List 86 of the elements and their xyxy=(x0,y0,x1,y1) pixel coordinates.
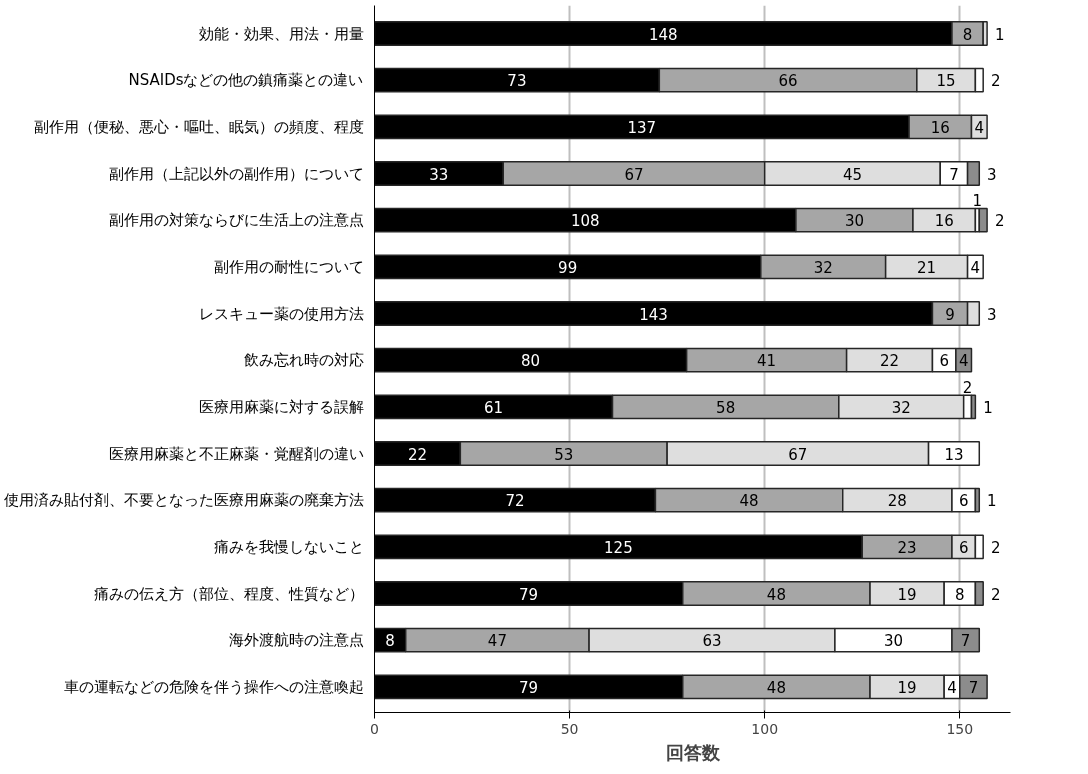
y-tick-label: 副作用（上記以外の副作用）について xyxy=(108,164,364,183)
data-label: 2 xyxy=(990,538,1001,557)
data-label: 9 xyxy=(945,305,955,324)
data-label: 79 xyxy=(519,585,539,604)
y-tick-label: 飲み忘れ時の対応 xyxy=(243,351,364,370)
data-label: 16 xyxy=(930,118,950,137)
y-tick-label: 車の運転などの危険を伴う操作への注意喚起 xyxy=(63,677,364,696)
data-label: 30 xyxy=(844,212,864,231)
data-label: 3 xyxy=(987,165,997,184)
data-label: 63 xyxy=(702,632,722,651)
y-tick-label: 痛みを我慢しないこと xyxy=(213,537,364,556)
y-tick-label: 副作用の耐性について xyxy=(213,257,364,276)
data-label: 19 xyxy=(897,585,917,604)
data-label: 21 xyxy=(917,258,937,277)
data-label: 28 xyxy=(887,492,907,511)
data-label: 4 xyxy=(970,258,981,277)
data-label: 16 xyxy=(934,212,954,231)
data-label: 4 xyxy=(947,678,957,697)
data-label: 15 xyxy=(936,72,956,91)
data-label: 23 xyxy=(897,538,917,557)
x-tick-label: 100 xyxy=(751,720,779,737)
y-tick-label: レスキュー薬の使用方法 xyxy=(198,304,364,323)
data-label: 2 xyxy=(990,585,1001,604)
data-label: 143 xyxy=(639,305,668,324)
data-label: 6 xyxy=(958,538,969,557)
data-label: 19 xyxy=(897,678,917,697)
x-tick-label: 0 xyxy=(370,720,379,737)
data-label: 3 xyxy=(987,305,997,324)
y-tick-label: 副作用の対策ならびに生活上の注意点 xyxy=(108,211,364,230)
data-label: 8 xyxy=(962,25,973,44)
data-label: 108 xyxy=(570,212,600,231)
y-tick-label: 海外渡航時の注意点 xyxy=(228,631,364,650)
data-label: 7 xyxy=(960,632,971,651)
data-label: 22 xyxy=(407,445,427,464)
data-label: 2 xyxy=(994,212,1005,231)
data-label: 73 xyxy=(507,72,527,91)
data-label: 1 xyxy=(994,25,1005,44)
data-label: 79 xyxy=(519,678,539,697)
y-tick-label: 痛みの伝え方（部位、程度、性質など） xyxy=(93,584,364,603)
data-label: 33 xyxy=(429,165,449,184)
data-label: 22 xyxy=(880,352,900,371)
data-label: 1 xyxy=(972,192,983,211)
data-label: 6 xyxy=(939,352,949,371)
x-tick-label: 150 xyxy=(946,720,974,737)
data-label: 7 xyxy=(968,678,979,697)
data-label: 47 xyxy=(487,632,507,651)
data-label: 72 xyxy=(505,492,525,511)
data-label: 61 xyxy=(483,398,504,417)
x-tick-label: 50 xyxy=(560,720,579,737)
data-label: 137 xyxy=(627,118,657,137)
data-label: 58 xyxy=(716,398,736,417)
data-label: 48 xyxy=(766,585,786,604)
data-label: 8 xyxy=(385,632,395,651)
data-label: 80 xyxy=(521,352,541,371)
data-label: 99 xyxy=(558,258,578,277)
bar xyxy=(978,207,988,233)
data-label: 125 xyxy=(604,538,633,557)
data-label: 66 xyxy=(778,72,798,91)
y-tick-label: 医療用麻薬に対する誤解 xyxy=(198,397,364,416)
data-label: 13 xyxy=(944,445,964,464)
data-label: 6 xyxy=(958,492,969,511)
y-tick-label: NSAIDsなどの他の鎮痛薬との違い xyxy=(128,71,364,90)
data-label: 2 xyxy=(962,378,973,397)
data-label: 45 xyxy=(842,165,863,184)
data-label: 30 xyxy=(883,632,903,651)
data-label: 7 xyxy=(949,165,959,184)
y-tick-label: 医療用麻薬と不正麻薬・覚醒剤の違い xyxy=(108,444,364,463)
data-label: 32 xyxy=(813,258,833,277)
data-label: 4 xyxy=(974,118,985,137)
data-label: 148 xyxy=(648,25,678,44)
data-label: 1 xyxy=(987,492,997,511)
data-label: 67 xyxy=(624,165,644,184)
y-tick-label: 副作用（便秘、悪心・嘔吐、眠気）の頻度、程度 xyxy=(33,117,364,136)
data-label: 1 xyxy=(983,398,993,417)
data-label: 53 xyxy=(554,445,574,464)
data-label: 4 xyxy=(958,352,969,371)
y-tick-label: 効能・効果、用法・用量 xyxy=(198,24,364,43)
y-tick-label: 使用済み貼付剤、不要となった医療用麻薬の廃棄方法 xyxy=(3,491,364,510)
data-label: 41 xyxy=(757,352,777,371)
data-label: 8 xyxy=(955,585,965,604)
data-label: 48 xyxy=(739,492,759,511)
data-label: 2 xyxy=(990,72,1001,91)
data-label: 67 xyxy=(788,445,808,464)
x-axis-title: 回答数 xyxy=(665,741,721,763)
data-label: 48 xyxy=(766,678,786,697)
data-label: 32 xyxy=(891,398,911,417)
